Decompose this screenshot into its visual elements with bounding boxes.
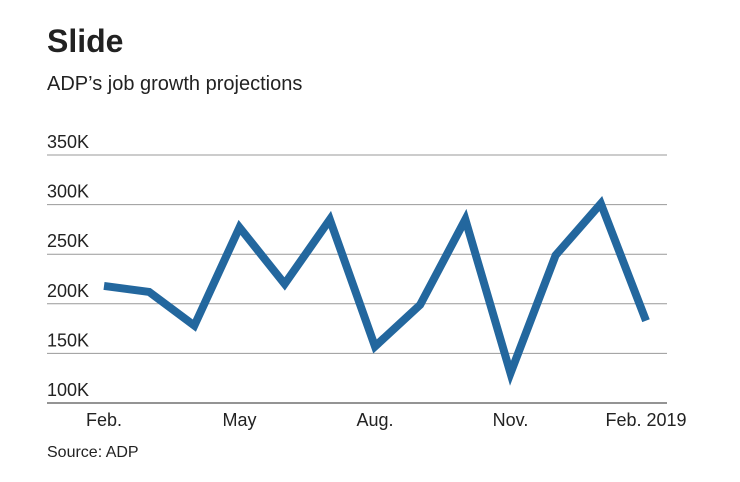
x-tick-label: Feb. [86, 410, 122, 430]
x-tick-label: May [222, 410, 256, 430]
chart-title: Slide [47, 23, 123, 59]
data-line [103, 195, 650, 386]
y-tick-label: 100K [47, 380, 89, 400]
source: Source: ADP [47, 444, 139, 461]
y-tick-label: 150K [47, 330, 89, 350]
y-tick-label: 250K [47, 231, 89, 251]
x-tick-label: Aug. [356, 410, 393, 430]
chart-subtitle: ADP’s job growth projections [47, 73, 302, 95]
y-tick-label: 350K [47, 132, 89, 152]
x-tick-label: Feb. 2019 [605, 410, 686, 430]
y-tick-label: 300K [47, 182, 89, 202]
y-tick-label: 200K [47, 281, 89, 301]
x-tick-label: Nov. [493, 410, 529, 430]
